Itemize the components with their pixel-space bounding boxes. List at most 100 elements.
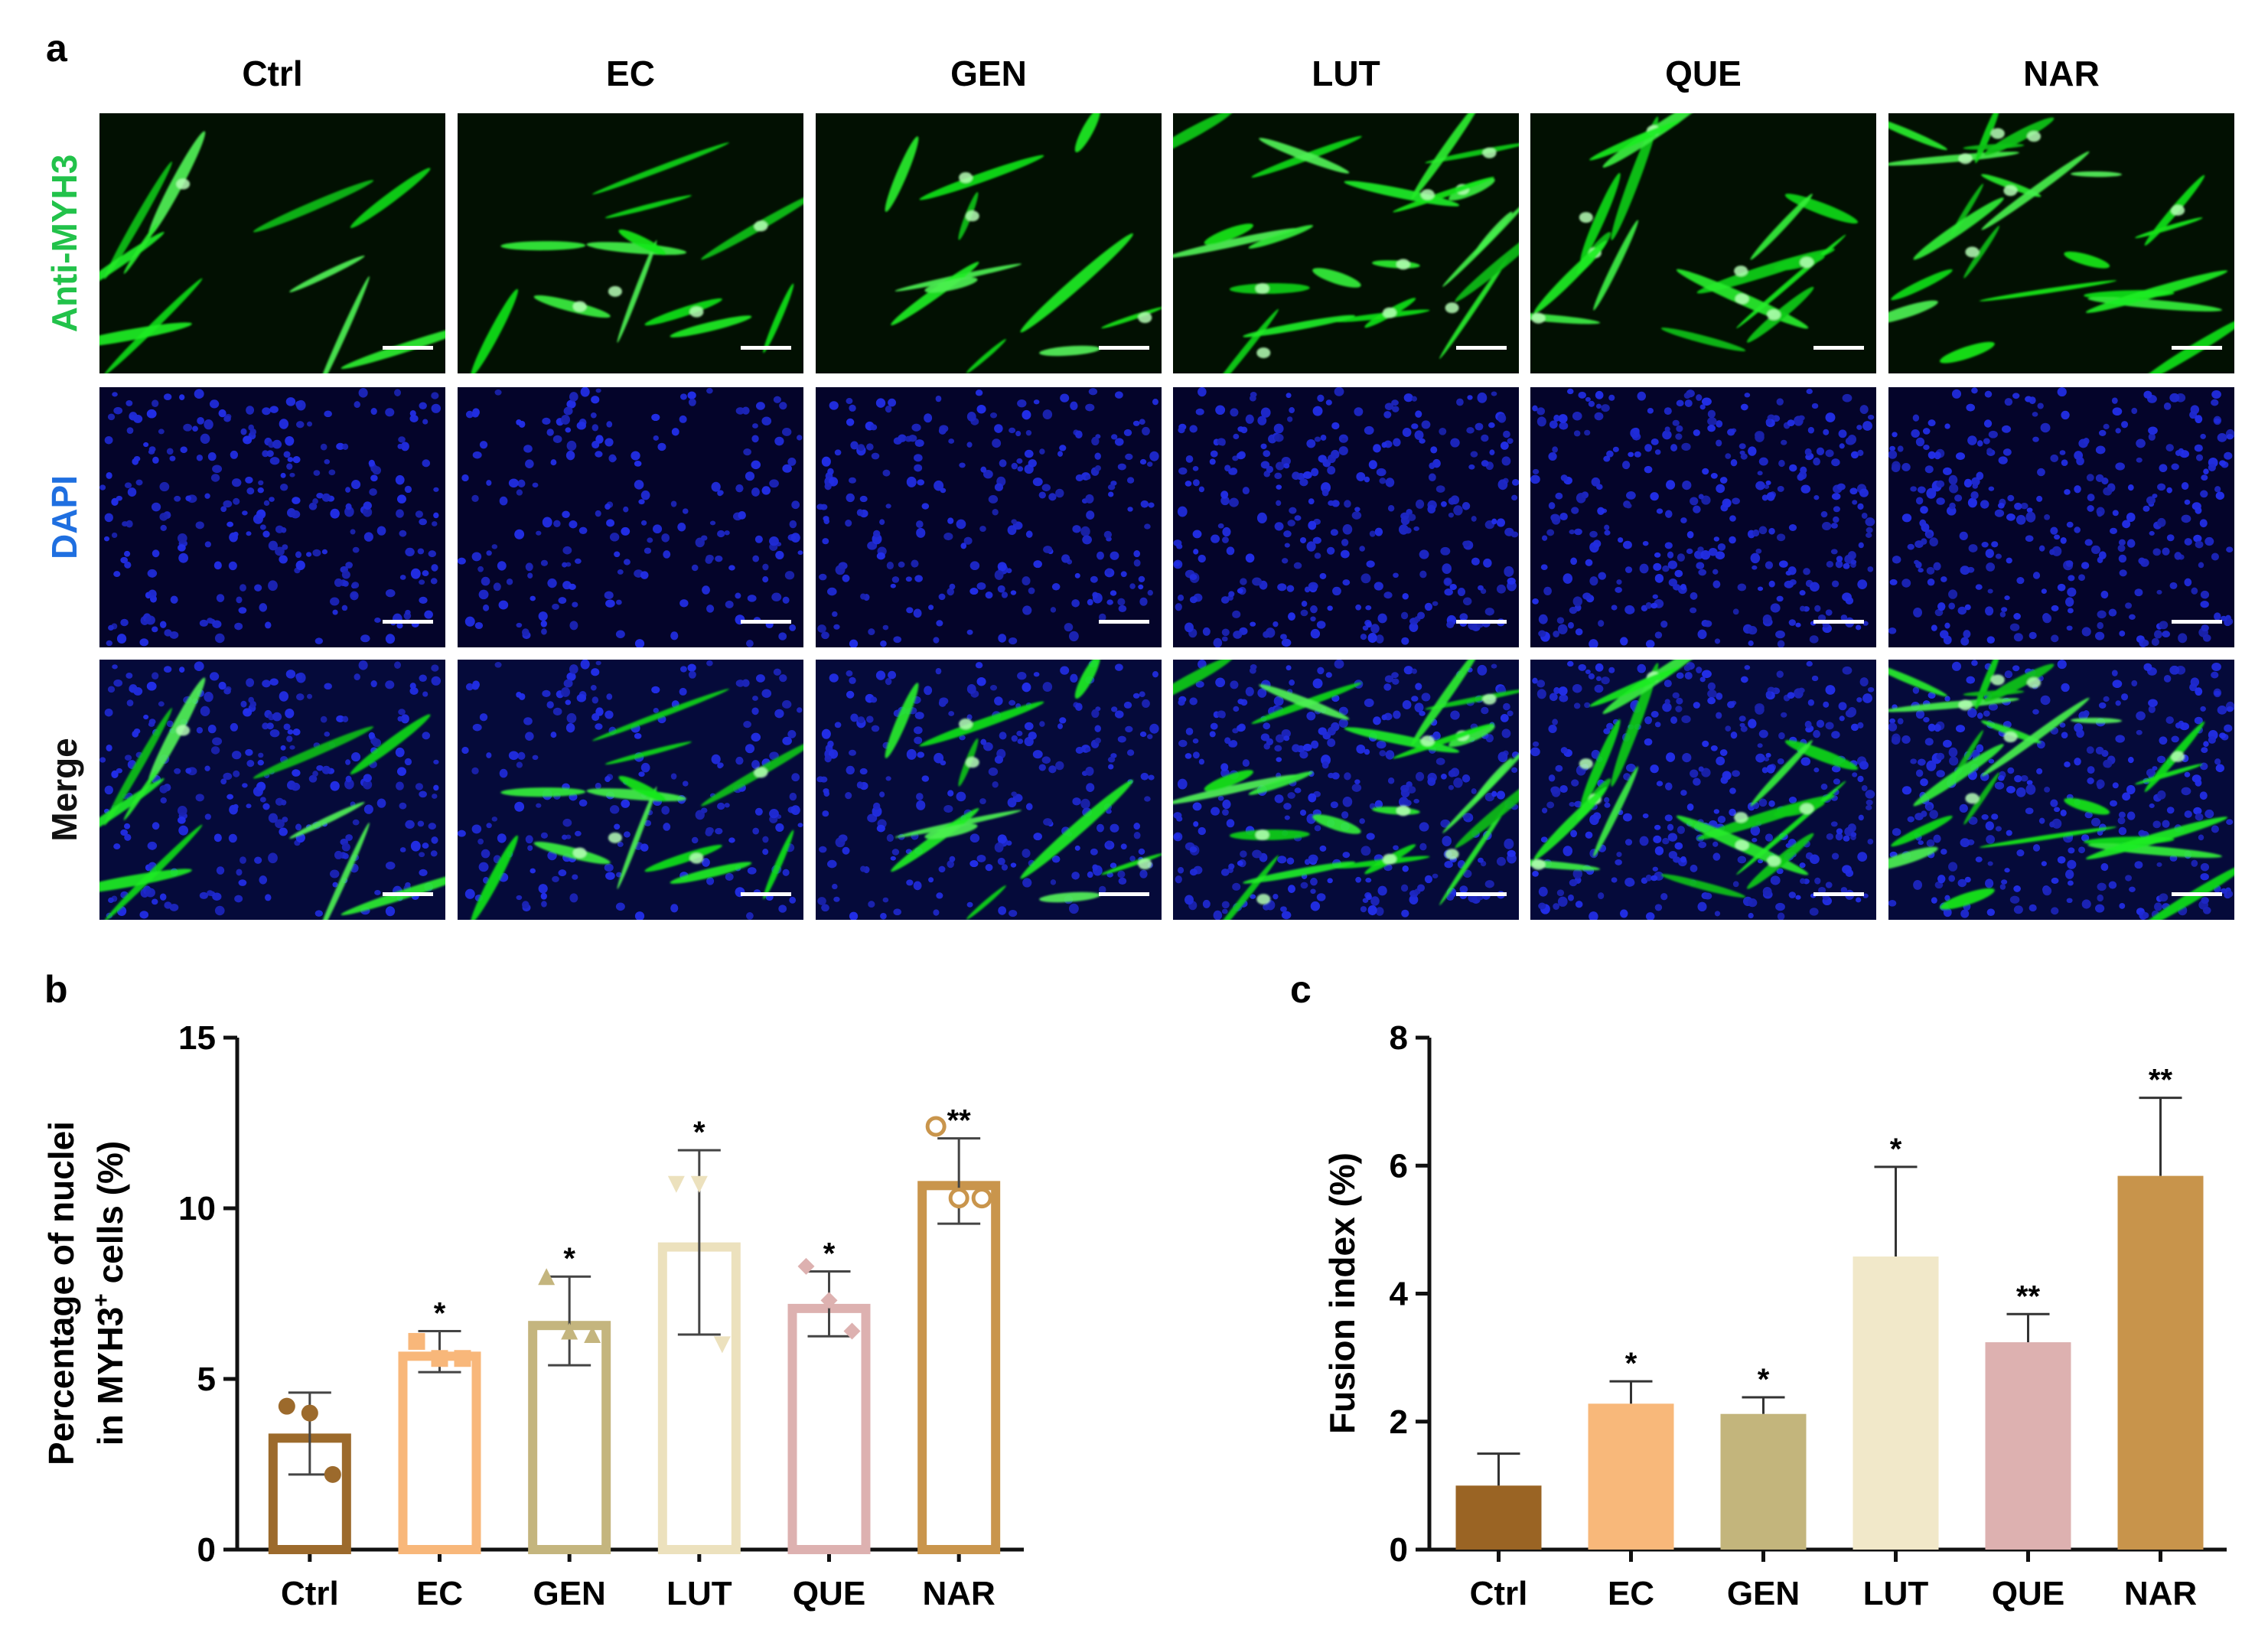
nucleus xyxy=(342,715,349,722)
tile-content xyxy=(1888,113,2234,373)
nucleus xyxy=(238,607,247,614)
nucleus xyxy=(2084,811,2093,819)
bright-cell-body xyxy=(2171,204,2185,216)
nucleus xyxy=(893,636,902,644)
nucleus xyxy=(1988,702,1998,711)
nucleus xyxy=(691,836,699,844)
nucleus xyxy=(2200,762,2208,771)
nucleus xyxy=(2184,578,2192,587)
nucleus xyxy=(789,624,797,631)
nucleus xyxy=(159,621,167,628)
nucleus xyxy=(1189,846,1198,853)
nucleus xyxy=(394,661,402,669)
nucleus xyxy=(1221,901,1230,909)
nucleus xyxy=(1765,480,1771,486)
nucleus xyxy=(1070,673,1078,683)
nucleus xyxy=(552,707,562,715)
nucleus xyxy=(223,500,233,508)
nucleus xyxy=(2013,633,2023,642)
nucleus xyxy=(516,761,523,768)
nucleus xyxy=(1511,494,1518,501)
nucleus xyxy=(1825,722,1834,730)
nucleus xyxy=(1563,573,1573,584)
nucleus xyxy=(419,674,427,683)
nucleus xyxy=(1615,859,1622,865)
nucleus xyxy=(1967,497,1977,508)
nucleus xyxy=(233,531,239,537)
nucleus xyxy=(525,562,533,572)
nucleus xyxy=(2126,811,2136,820)
nucleus xyxy=(330,508,340,519)
nucleus xyxy=(960,543,967,549)
nucleus xyxy=(342,443,349,450)
nucleus xyxy=(2214,486,2221,493)
nucleus xyxy=(1310,616,1316,622)
nuclei xyxy=(1173,660,1519,920)
nucleus xyxy=(1289,680,1295,686)
nucleus xyxy=(994,483,1004,491)
nucleus xyxy=(2097,882,2107,891)
panel-label-b: b xyxy=(44,968,68,1011)
nucleus xyxy=(1177,867,1185,874)
nucleus xyxy=(336,715,345,722)
nucleus xyxy=(1481,706,1489,715)
nucleus xyxy=(1927,578,1935,586)
nucleus xyxy=(1327,605,1333,611)
nucleus xyxy=(178,544,186,552)
nucleus xyxy=(1859,677,1869,687)
nucleus xyxy=(246,678,255,687)
bright-cell-body xyxy=(965,757,979,768)
nucleus xyxy=(1432,873,1439,878)
nucleus xyxy=(2001,607,2008,612)
nucleus xyxy=(1929,810,1938,820)
nucleus xyxy=(368,459,375,467)
nucleus xyxy=(976,676,986,686)
nucleus xyxy=(1401,637,1409,645)
data-point xyxy=(843,1322,861,1340)
nucleus xyxy=(820,504,828,510)
nucleus xyxy=(2178,633,2188,644)
nucleus xyxy=(1620,909,1628,918)
myotube xyxy=(1984,117,2055,156)
nucleus xyxy=(129,412,138,421)
nucleus xyxy=(2184,499,2191,505)
nucleus xyxy=(259,875,268,885)
nucleus xyxy=(320,443,327,451)
nucleus xyxy=(1702,468,1709,475)
nucleus xyxy=(2152,766,2158,771)
nucleus xyxy=(1866,799,1873,806)
myotube xyxy=(316,276,370,373)
nucleus xyxy=(1532,405,1538,412)
nucleus xyxy=(1393,710,1401,719)
nucleus xyxy=(2119,902,2126,909)
nucleus xyxy=(2076,457,2084,466)
myotube xyxy=(1888,116,1947,151)
nucleus xyxy=(1260,407,1271,418)
nucleus xyxy=(827,740,834,748)
nucleus xyxy=(829,749,839,759)
nucleus xyxy=(2028,904,2037,912)
nucleus xyxy=(523,445,533,453)
nucleus xyxy=(1842,666,1853,675)
nucleus xyxy=(1889,579,1898,585)
data-point xyxy=(667,1175,685,1193)
nucleus xyxy=(1507,849,1516,857)
nucleus xyxy=(1098,885,1106,894)
nucleus xyxy=(1842,865,1852,874)
nucleus xyxy=(638,499,645,505)
nucleus xyxy=(1192,479,1200,487)
nucleus xyxy=(914,454,923,462)
nucleus xyxy=(2204,536,2214,546)
nucleus xyxy=(163,393,172,400)
tile-background xyxy=(458,387,803,647)
nucleus xyxy=(976,854,986,862)
myotube xyxy=(1455,768,1519,849)
myotube xyxy=(1593,766,1638,857)
data-point xyxy=(925,1116,947,1137)
nucleus xyxy=(2154,630,2162,639)
nucleus xyxy=(2115,462,2125,471)
nucleus xyxy=(1075,430,1083,439)
nucleus xyxy=(111,770,119,779)
myotube xyxy=(1243,315,1356,337)
